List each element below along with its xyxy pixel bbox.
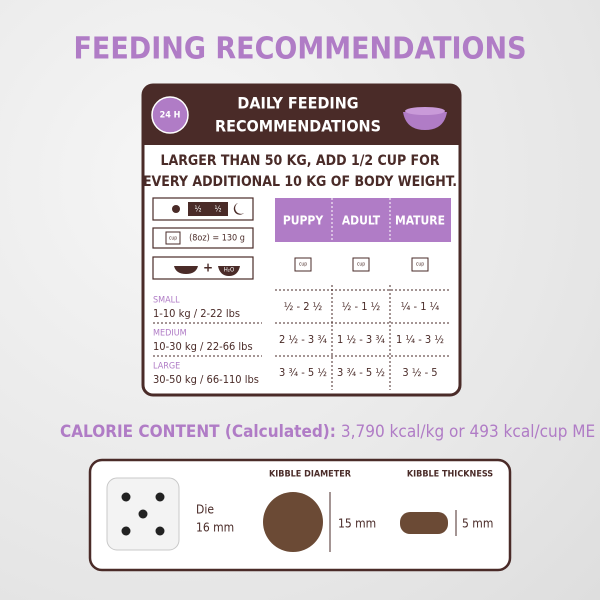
moon-icon: [233, 203, 244, 215]
die-dot: [155, 526, 165, 536]
card-note: LARGER THAN 50 KG, ADD 1/2 CUP FOR: [160, 153, 439, 169]
meal-split: ½: [215, 205, 222, 214]
kibble-side: [400, 512, 448, 534]
food-bowl-icon: [174, 266, 198, 274]
feeding-amount: ½ - 2 ½: [284, 300, 322, 313]
size-label: LARGE: [153, 362, 180, 372]
diameter-title: KIBBLE DIAMETER: [269, 470, 352, 480]
cup-icon: [294, 257, 312, 272]
calorie-label: CALORIE CONTENT (Calculated):: [60, 422, 336, 442]
cup-icon: [352, 257, 370, 272]
bowl-split-icon: [188, 202, 228, 216]
column-header: [275, 198, 451, 242]
page-title: FEEDING RECOMMENDATIONS: [73, 32, 526, 67]
kibble-top: [263, 492, 323, 552]
water-bowl-icon: [218, 266, 240, 276]
card-header: [143, 85, 460, 145]
card-heading: RECOMMENDATIONS: [215, 117, 381, 136]
size-label: MEDIUM: [153, 329, 187, 339]
size-label: SMALL: [153, 296, 180, 306]
column-label: ADULT: [342, 214, 381, 228]
die-size: 16 mm: [196, 521, 234, 535]
feeding-amount: ¼ - 1 ¼: [401, 300, 440, 313]
badge: [151, 96, 189, 134]
cup-icon: [165, 231, 181, 245]
feeding-amount: 3 ¾ - 5 ½: [337, 366, 385, 379]
die-dot: [155, 492, 165, 502]
column-label: MATURE: [395, 214, 445, 228]
cup-label: cup: [169, 236, 177, 242]
thickness-title: KIBBLE THICKNESS: [407, 470, 493, 480]
weight-label: 10-30 kg / 22-66 lbs: [153, 340, 253, 353]
die-dot: [121, 492, 131, 502]
feeding-amount: 3 ¾ - 5 ½: [279, 366, 327, 379]
cup-label: cup: [357, 262, 365, 268]
card-note: EVERY ADDITIONAL 10 KG OF BODY WEIGHT.: [143, 174, 457, 190]
feeding-amount: ½ - 1 ½: [342, 300, 380, 313]
cup-label: cup: [416, 262, 424, 268]
meal-split: ½: [195, 205, 202, 214]
plus-sign: +: [203, 261, 213, 275]
cup-weight: (8oz) = 130 g: [189, 234, 245, 244]
die-label: Die: [196, 503, 214, 517]
feeding-amount: 1 ½ - 3 ¾: [337, 333, 385, 346]
weight-label: 1-10 kg / 2-22 lbs: [153, 307, 240, 320]
calorie-line: CALORIE CONTENT (Calculated): 3,790 kcal/…: [60, 422, 595, 442]
cup-icon-box: [152, 227, 254, 249]
feeding-amount: 2 ½ - 3 ¾: [279, 333, 327, 346]
calorie-value: 3,790 kcal/kg or 493 kcal/cup ME: [341, 422, 595, 442]
die-dot: [121, 526, 131, 536]
sun-icon: [172, 205, 180, 213]
weight-label: 30-50 kg / 66-110 lbs: [153, 373, 259, 386]
feeding-amount: 1 ¼ - 3 ½: [396, 333, 444, 346]
bowl-food: [405, 107, 445, 115]
column-label: PUPPY: [283, 214, 323, 228]
water-label: H₂O: [224, 267, 234, 274]
cup-icon: [411, 257, 429, 272]
cup-label: cup: [299, 262, 307, 268]
diameter-size: 15 mm: [338, 517, 376, 531]
feeding-amount: 3 ½ - 5: [402, 366, 437, 379]
card-heading: DAILY FEEDING: [237, 94, 358, 113]
badge-text: 24 H: [160, 111, 181, 121]
die-dot: [138, 509, 148, 519]
thickness-size: 5 mm: [462, 517, 493, 531]
bowl-icon: [403, 112, 447, 130]
